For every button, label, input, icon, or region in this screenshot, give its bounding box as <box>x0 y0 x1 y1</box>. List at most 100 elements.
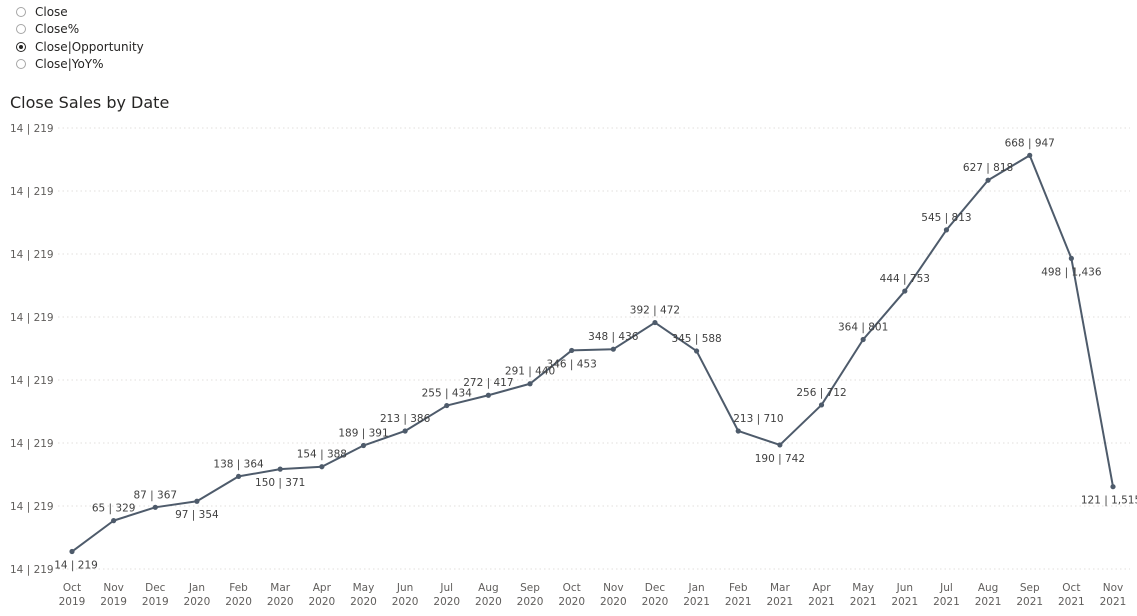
y-axis: 14 | 219 14 | 219 14 | 219 14 | 219 14 | 219… <box>10 123 54 576</box>
slicer-option-close-opportunity[interactable]: Close|Opportunity <box>16 38 144 56</box>
slicer-option-close-yoy[interactable]: Close|YoY% <box>16 56 144 74</box>
data-point <box>902 288 908 294</box>
data-point <box>860 336 866 343</box>
y-tick-label: 14 | 219 <box>10 312 54 324</box>
x-tick-label-month: Feb <box>229 582 248 594</box>
x-tick-label-year: 2019 <box>59 596 86 608</box>
y-tick-label: 14 | 219 <box>10 501 54 513</box>
data-point <box>1027 152 1033 158</box>
y-tick-label: 14 | 219 <box>10 186 54 198</box>
data-label: 255 | 434 <box>422 388 473 400</box>
data-label: 189 | 391 <box>338 428 388 440</box>
x-tick-label-month: Aug <box>978 582 999 594</box>
radio-button[interactable] <box>16 59 26 70</box>
slicer-option-label: Close|YoY% <box>35 57 104 72</box>
y-tick-label: 14 | 219 <box>10 375 54 387</box>
data-label: 272 | 417 <box>463 377 513 389</box>
data-point <box>943 227 950 233</box>
slicer-option-label: Close% <box>35 22 80 37</box>
x-tick-label-year: 2021 <box>725 596 752 608</box>
slicer-option-close[interactable]: Close <box>16 3 144 21</box>
y-tick-label: 14 | 219 <box>10 564 54 576</box>
x-tick-label-year: 2021 <box>683 596 710 608</box>
x-tick-label-month: Apr <box>313 582 332 594</box>
x-tick-label-month: Oct <box>563 582 581 594</box>
data-point <box>777 442 783 448</box>
data-label: 97 | 354 <box>175 509 219 521</box>
data-point <box>985 177 991 183</box>
x-tick-label-month: Dec <box>145 582 166 594</box>
radio-button[interactable] <box>16 24 26 35</box>
data-point <box>652 319 658 326</box>
data-label: 150 | 371 <box>255 477 305 489</box>
data-label: 627 | 818 <box>963 162 1013 174</box>
x-tick-label-month: Dec <box>645 582 666 594</box>
x-tick-label-year: 2020 <box>433 596 460 608</box>
series-line <box>71 154 1114 553</box>
radio-button-selected[interactable] <box>16 41 26 52</box>
x-tick-label-year: 2020 <box>517 596 544 608</box>
data-label: 498 | 1,436 <box>1041 266 1102 278</box>
x-tick-label-year: 2020 <box>225 596 252 608</box>
data-label: 65 | 329 <box>92 503 136 515</box>
x-tick-label-month: Feb <box>729 582 748 594</box>
data-label: 213 | 710 <box>733 413 783 425</box>
x-tick-label-year: 2020 <box>267 596 294 608</box>
x-tick-label-year: 2021 <box>850 596 877 608</box>
data-label: 444 | 753 <box>880 273 930 285</box>
x-tick-label-month: Mar <box>770 582 790 594</box>
data-point <box>277 466 283 472</box>
x-tick-label-month: Jun <box>896 582 913 594</box>
x-tick-label-month: Apr <box>812 582 831 594</box>
x-tick-label-year: 2021 <box>975 596 1002 608</box>
x-tick-label-month: Jan <box>688 582 705 594</box>
x-tick-label-year: 2019 <box>100 596 127 608</box>
data-point <box>569 347 575 354</box>
y-tick-label: 14 | 219 <box>10 438 54 450</box>
x-tick-label-month: Mar <box>270 582 290 594</box>
x-tick-label-month: Nov <box>603 582 624 594</box>
data-point <box>69 548 75 555</box>
data-label: 348 | 436 <box>588 331 639 343</box>
x-tick-label-month: Nov <box>1103 582 1124 594</box>
x-tick-label-year: 2021 <box>1016 596 1043 608</box>
data-label: 291 | 440 <box>505 366 555 378</box>
y-tick-label: 14 | 219 <box>10 123 54 135</box>
radio-button[interactable] <box>16 6 26 17</box>
data-point <box>735 428 741 434</box>
data-label: 392 | 472 <box>630 305 680 317</box>
x-tick-label-year: 2020 <box>392 596 419 608</box>
data-point <box>610 346 616 352</box>
data-point <box>402 428 408 434</box>
x-tick-label-month: Oct <box>1062 582 1080 594</box>
data-point <box>444 402 450 409</box>
data-point <box>485 392 491 398</box>
x-tick-label-year: 2020 <box>308 596 335 608</box>
data-label: 138 | 364 <box>213 458 264 470</box>
x-tick-label-year: 2021 <box>1058 596 1085 608</box>
x-tick-label-month: May <box>852 582 874 594</box>
gridlines <box>58 127 1130 570</box>
x-tick-label-year: 2021 <box>1100 596 1127 608</box>
x-tick-label-month: Jul <box>939 582 953 594</box>
chart-title: Close Sales by Date <box>10 93 170 112</box>
y-tick-label: 14 | 219 <box>10 249 54 261</box>
x-tick-label-month: Oct <box>63 582 81 594</box>
data-label: 364 | 801 <box>838 322 888 334</box>
data-label: 668 | 947 <box>1005 137 1055 149</box>
x-tick-label-year: 2020 <box>184 596 211 608</box>
data-point <box>694 348 700 354</box>
data-label: 213 | 386 <box>380 413 431 425</box>
data-label: 345 | 588 <box>671 333 721 345</box>
slicer-option-label: Close <box>35 4 68 19</box>
data-label: 14 | 219 <box>54 560 98 572</box>
x-tick-label-month: Sep <box>1020 582 1040 594</box>
x-tick-label-month: Nov <box>103 582 124 594</box>
slicer-option-close-percent[interactable]: Close% <box>16 21 144 39</box>
plot-area: 14 | 219 65 | 329 87 | 367 97 | 354 138 | 36… <box>54 137 1137 571</box>
data-label: 190 | 742 <box>755 453 805 465</box>
data-label: 545 | 813 <box>921 212 971 224</box>
data-label: 87 | 367 <box>133 489 177 501</box>
data-point <box>1110 484 1116 490</box>
data-label: 346 | 453 <box>547 358 597 370</box>
